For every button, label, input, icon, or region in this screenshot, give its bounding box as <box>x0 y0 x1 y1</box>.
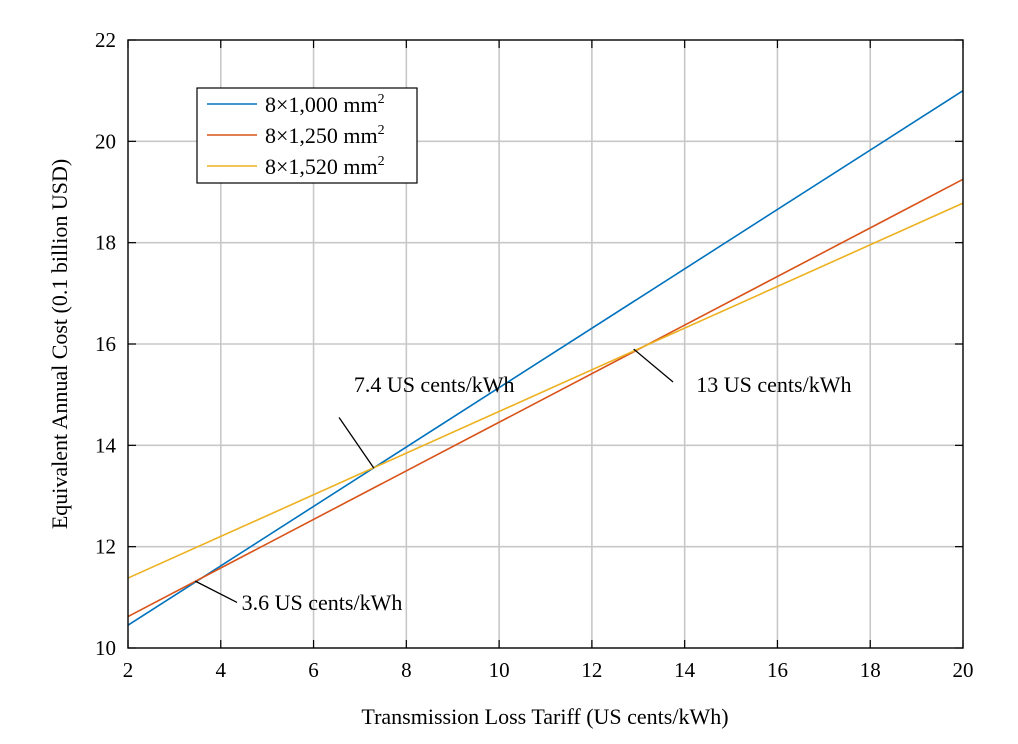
y-tick-label: 14 <box>95 433 117 457</box>
legend-label-3: 8×1,520 mm2 <box>265 154 385 179</box>
y-tick-label: 16 <box>95 332 116 356</box>
tick-labels-group: 2 4 6 8 10 12 14 16 18 20 10 12 14 16 18 20 22 <box>95 28 974 682</box>
x-tick-label: 16 <box>767 658 788 682</box>
legend: 8×1,000 mm2 8×1,250 mm2 8×1,520 mm2 <box>196 87 418 184</box>
legend-label-1: 8×1,000 mm2 <box>265 92 385 117</box>
x-tick-label: 10 <box>489 658 510 682</box>
x-tick-label: 2 <box>123 658 134 682</box>
annotation-leader-2 <box>633 348 674 383</box>
series-line-1 <box>127 89 964 626</box>
ticks-group <box>127 39 964 649</box>
annotations-group: 7.4 US cents/kWh 13 US cents/kWh 3.6 US ce… <box>194 348 851 615</box>
annotation-label-1: 7.4 US cents/kWh <box>354 372 515 397</box>
y-tick-label: 22 <box>95 28 116 52</box>
y-axis-label: Equivalent Annual Cost (0.1 billion USD) <box>47 159 72 529</box>
x-tick-label: 14 <box>674 658 696 682</box>
y-tick-label: 20 <box>95 129 116 153</box>
y-tick-label: 18 <box>95 231 116 255</box>
annotation-leader-3 <box>194 580 238 603</box>
annotation-label-2: 13 US cents/kWh <box>696 372 851 397</box>
x-tick-label: 18 <box>860 658 881 682</box>
x-axis-label: Transmission Loss Tariff (US cents/kWh) <box>361 704 728 729</box>
x-tick-label: 12 <box>581 658 602 682</box>
x-tick-label: 6 <box>308 658 319 682</box>
series-line-2 <box>127 178 964 618</box>
y-tick-label: 10 <box>95 636 116 660</box>
x-tick-label: 8 <box>401 658 412 682</box>
annotation-leader-1 <box>338 417 375 469</box>
x-tick-label: 20 <box>953 658 974 682</box>
x-tick-label: 4 <box>216 658 227 682</box>
series-line-3 <box>127 202 964 579</box>
annotation-label-3: 3.6 US cents/kWh <box>242 590 403 615</box>
series-group <box>127 89 964 626</box>
y-tick-label: 12 <box>95 535 116 559</box>
legend-label-2: 8×1,250 mm2 <box>265 123 385 148</box>
